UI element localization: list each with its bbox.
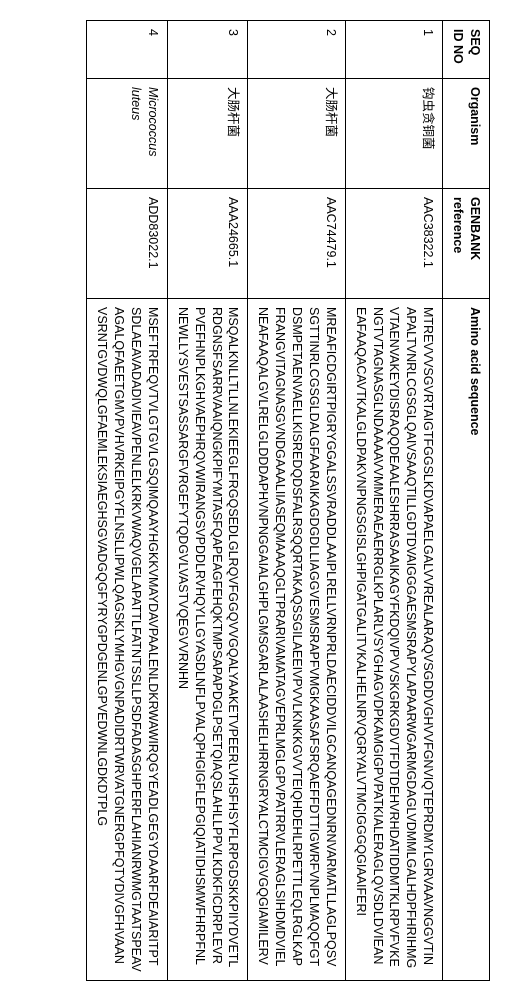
cell-sequence: MTREVVVSGVRTAIGTFGGSLKDVAPAELGALVVREALAR… — [345, 299, 442, 981]
col-header-sequence: Amino acid sequence — [443, 299, 490, 981]
table-header-row: SEQ ID NO Organism GENBANK reference Ami… — [443, 21, 490, 981]
col-header-seqid: SEQ ID NO — [443, 21, 490, 79]
table-row: 2 大肠杆菌 AAC74479.1 MREAFICDGIRTPIGRYGGALS… — [248, 21, 345, 981]
table-row: 3 大肠杆菌 AAA24665.1 MSQALKNLLTLLNLEKIEEGLF… — [168, 21, 249, 981]
table-row: 1 钩虫贪铜菌 AAC38322.1 MTREVVVSGVRTAIGTFGGSL… — [345, 21, 442, 981]
cell-organism: Micrococcus luteus — [87, 79, 168, 189]
cell-genbank: AAC74479.1 — [248, 189, 345, 299]
cell-organism: 钩虫贪铜菌 — [345, 79, 442, 189]
cell-genbank: ADD83022.1 — [87, 189, 168, 299]
cell-seqid: 4 — [87, 21, 168, 79]
rotated-page: SEQ ID NO Organism GENBANK reference Ami… — [0, 0, 510, 1000]
cell-seqid: 1 — [345, 21, 442, 79]
cell-sequence: MSEFTRFEQVTVLGTGVLGSQIMQAAYHGKKVMAYDAVPA… — [87, 299, 168, 981]
cell-sequence: MREAFICDGIRTPIGRYGGALSSVRADDLAAIPLRELLVR… — [248, 299, 345, 981]
cell-seqid: 3 — [168, 21, 249, 79]
cell-sequence: MSQALKNLLTLLNLEKIEEGLFRGQSEDLGLRQVFGGQVV… — [168, 299, 249, 981]
sequence-table: SEQ ID NO Organism GENBANK reference Ami… — [87, 20, 491, 981]
cell-organism: 大肠杆菌 — [248, 79, 345, 189]
col-header-genbank: GENBANK reference — [443, 189, 490, 299]
cell-organism: 大肠杆菌 — [168, 79, 249, 189]
col-header-organism: Organism — [443, 79, 490, 189]
table-row: 4 Micrococcus luteus ADD83022.1 MSEFTRFE… — [87, 21, 168, 981]
cell-genbank: AAA24665.1 — [168, 189, 249, 299]
cell-seqid: 2 — [248, 21, 345, 79]
cell-genbank: AAC38322.1 — [345, 189, 442, 299]
